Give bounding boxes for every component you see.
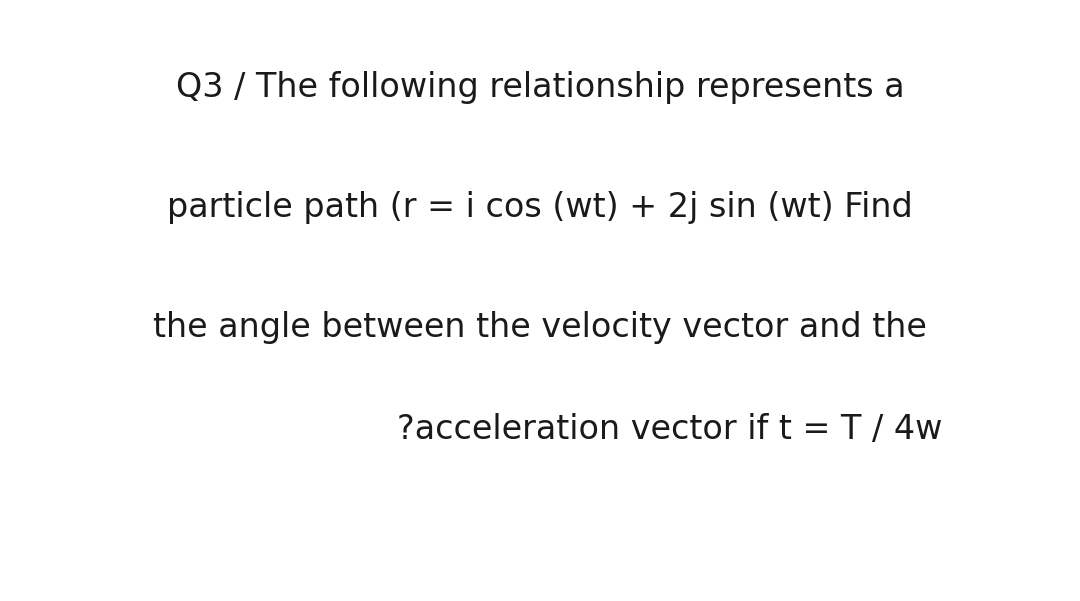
Text: the angle between the velocity vector and the: the angle between the velocity vector an… bbox=[153, 311, 927, 344]
Text: ?acceleration vector if t = T / 4w: ?acceleration vector if t = T / 4w bbox=[397, 413, 942, 446]
Text: Q3 / The following relationship represents a: Q3 / The following relationship represen… bbox=[176, 71, 904, 103]
Text: particle path (r = i cos (wt) + 2j sin (wt) Find: particle path (r = i cos (wt) + 2j sin (… bbox=[167, 191, 913, 224]
